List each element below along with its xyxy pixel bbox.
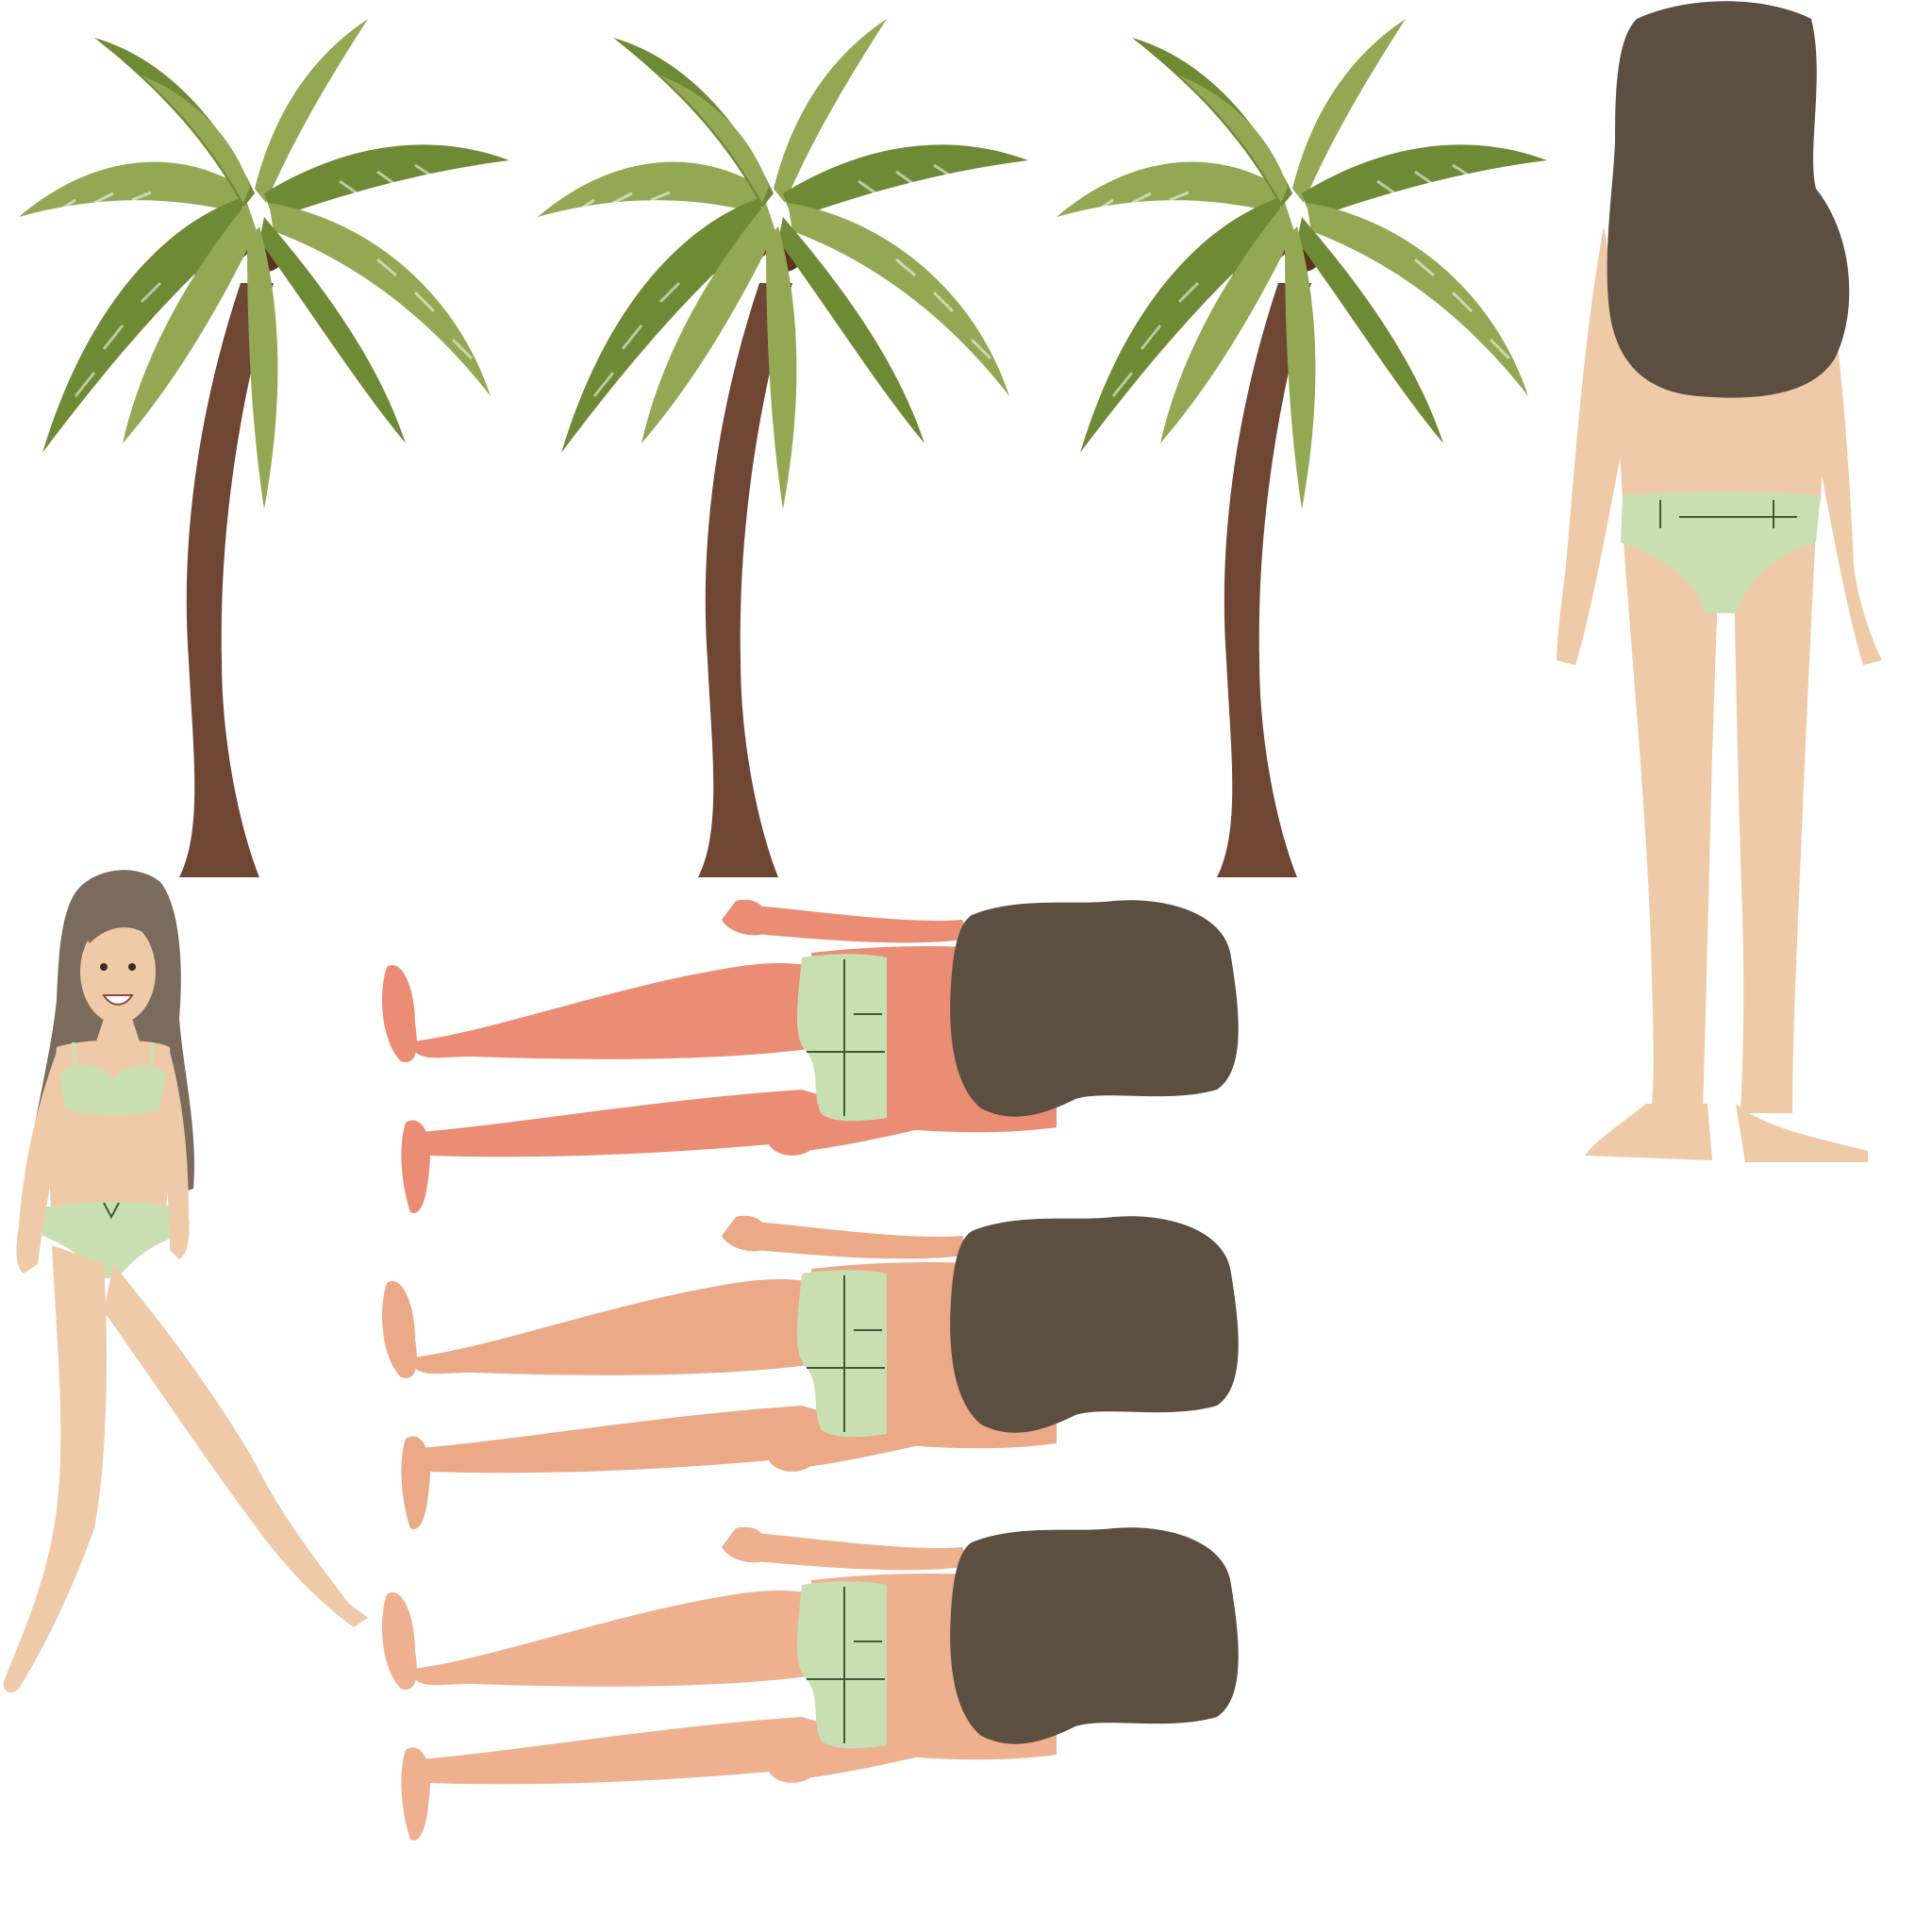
woman-walking-front-view — [3, 870, 368, 1693]
woman-standing-back-view — [1557, 1, 1882, 1162]
